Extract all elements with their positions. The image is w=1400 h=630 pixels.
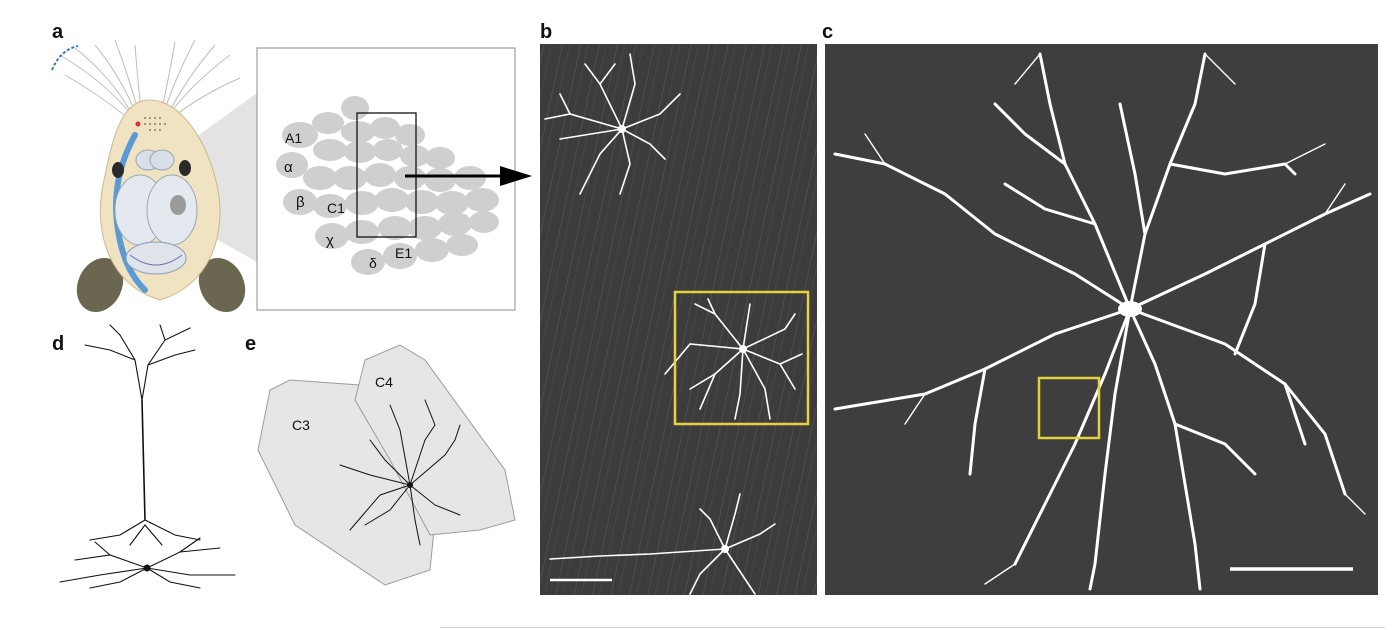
panel-label-c: c	[822, 21, 834, 43]
neuron-d-apical-trunk	[141, 399, 146, 521]
barrel-label-c3: C3	[292, 417, 310, 433]
highlight-box-c	[1037, 376, 1101, 440]
trigeminal-pathway	[113, 132, 148, 293]
barrel-label-c4: C4	[375, 374, 393, 390]
barrel-label-chi: χ	[326, 232, 334, 249]
neuron-d-soma	[143, 564, 151, 572]
barrel-cortex-spot	[170, 195, 186, 215]
left-ear	[76, 257, 124, 313]
micrograph-b-background	[540, 44, 817, 595]
panel-label-d: d	[52, 333, 65, 355]
stimulated-whisker-dot	[135, 121, 141, 127]
neuron-b-top	[544, 53, 681, 195]
panel-c-micrograph	[825, 44, 1378, 595]
neuron-c-fine-branches	[864, 53, 1366, 585]
neuron-c	[833, 52, 1372, 591]
panel-label-a: a	[52, 21, 64, 43]
barrel-label-a1: A1	[285, 130, 302, 146]
neuron-b-middle	[664, 298, 803, 420]
neuron-d-apical-tuft	[84, 324, 196, 401]
barrel-label-beta: β	[296, 194, 305, 211]
panel-d-neuron-tracing	[59, 324, 236, 589]
panel-label-e: e	[245, 333, 257, 355]
highlight-box-b	[673, 290, 810, 426]
barrel-label-c1: C1	[327, 200, 345, 216]
arrow-head	[500, 166, 532, 186]
whisker-pad	[144, 117, 166, 131]
neuron-d-basal-dendrites	[59, 519, 236, 589]
left-eye	[112, 162, 124, 178]
panel-e-barrel-neuron: C3 C4	[257, 344, 516, 586]
panel-b-micrograph	[540, 44, 817, 595]
neuron-e	[339, 399, 461, 546]
right-ear	[198, 257, 246, 313]
neuron-b-bottom	[549, 493, 776, 595]
brain	[114, 149, 198, 275]
neuron-c-soma	[1118, 301, 1142, 317]
barrel-label-delta: δ	[369, 255, 377, 271]
right-eye	[179, 160, 191, 176]
barrel-label-alpha: α	[284, 159, 293, 176]
barrel-label-e1: E1	[395, 245, 412, 261]
panel-label-b: b	[540, 21, 553, 43]
barrel-field	[276, 96, 499, 275]
panel-a-mouse-illustration: A1 α β C1 χ δ E1	[51, 39, 532, 313]
barrel-c4-outline	[354, 344, 516, 536]
neuron-e-soma	[407, 482, 413, 488]
bottom-rule	[440, 627, 1385, 628]
